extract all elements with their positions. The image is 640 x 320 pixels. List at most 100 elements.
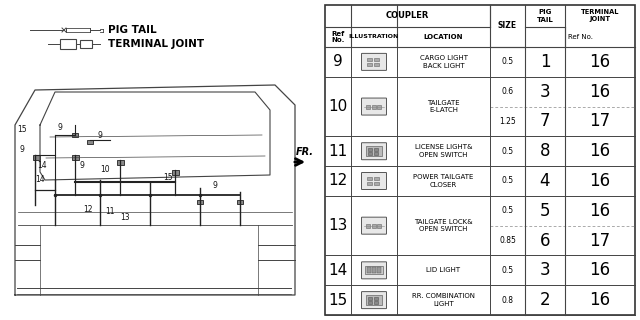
Bar <box>367 63 372 66</box>
Bar <box>377 224 381 228</box>
Bar <box>325 5 635 315</box>
Bar <box>374 182 379 185</box>
Bar <box>368 148 372 151</box>
Text: 1: 1 <box>540 53 550 71</box>
Bar <box>367 178 372 180</box>
Text: TERMINAL JOINT: TERMINAL JOINT <box>108 39 204 49</box>
Text: 1.25: 1.25 <box>499 117 516 126</box>
Text: CARGO LIGHT
BACK LIGHT: CARGO LIGHT BACK LIGHT <box>419 55 467 68</box>
Text: 16: 16 <box>589 142 611 160</box>
Bar <box>366 105 370 108</box>
Bar <box>366 224 370 228</box>
Bar <box>72 133 78 137</box>
Text: 4: 4 <box>540 172 550 190</box>
Text: ILLUSTRATION: ILLUSTRATION <box>349 35 399 39</box>
Text: 16: 16 <box>589 261 611 279</box>
Text: 7: 7 <box>540 112 550 131</box>
Text: 16: 16 <box>589 202 611 220</box>
Text: 15: 15 <box>328 292 348 308</box>
Text: TAILGATE
E-LATCH: TAILGATE E-LATCH <box>427 100 460 113</box>
Text: 14: 14 <box>37 161 47 170</box>
Text: LID LIGHT: LID LIGHT <box>426 267 461 273</box>
Text: LICENSE LIGHT&
OPEN SWITCH: LICENSE LIGHT& OPEN SWITCH <box>415 144 472 158</box>
Bar <box>116 159 124 164</box>
FancyBboxPatch shape <box>362 172 387 189</box>
Bar <box>371 224 376 228</box>
Bar <box>374 297 378 300</box>
Text: 10: 10 <box>328 99 348 114</box>
Bar <box>374 63 379 66</box>
Text: PIG TAIL: PIG TAIL <box>108 25 157 35</box>
Text: 16: 16 <box>589 53 611 71</box>
Text: 9: 9 <box>333 54 343 69</box>
Text: 9: 9 <box>212 180 218 189</box>
Text: 14: 14 <box>35 175 45 185</box>
Text: Ref
No.: Ref No. <box>332 30 345 44</box>
Text: 0.5: 0.5 <box>501 177 513 186</box>
Bar <box>365 266 383 274</box>
Bar <box>197 200 203 204</box>
Bar <box>377 105 381 108</box>
Bar <box>374 58 379 61</box>
Text: TERMINAL
JOINT: TERMINAL JOINT <box>580 10 620 22</box>
Text: 9: 9 <box>79 161 84 170</box>
FancyBboxPatch shape <box>362 53 387 70</box>
Text: 12: 12 <box>328 173 348 188</box>
Text: 15: 15 <box>17 125 27 134</box>
Text: 16: 16 <box>589 291 611 309</box>
Text: 10: 10 <box>100 165 110 174</box>
Text: 11: 11 <box>328 144 348 159</box>
FancyBboxPatch shape <box>362 292 387 308</box>
Bar <box>368 297 372 300</box>
FancyBboxPatch shape <box>362 143 387 160</box>
Text: 0.6: 0.6 <box>501 87 513 96</box>
Text: 2: 2 <box>540 291 550 309</box>
FancyBboxPatch shape <box>362 217 387 234</box>
Bar <box>237 200 243 204</box>
Text: 0.5: 0.5 <box>501 57 513 66</box>
Text: COUPLER: COUPLER <box>386 12 429 20</box>
Text: TAILGATE LOCK&
OPEN SWITCH: TAILGATE LOCK& OPEN SWITCH <box>414 219 473 232</box>
Bar <box>371 105 376 108</box>
Text: PIG
TAIL: PIG TAIL <box>536 10 554 22</box>
Bar <box>60 39 76 49</box>
Text: 9: 9 <box>20 146 24 155</box>
Bar <box>374 300 378 304</box>
Bar <box>377 267 381 273</box>
Text: 16: 16 <box>589 172 611 190</box>
Text: RR. COMBINATION
LIGHT: RR. COMBINATION LIGHT <box>412 293 475 307</box>
Bar <box>368 152 372 155</box>
Text: 12: 12 <box>83 205 93 214</box>
FancyBboxPatch shape <box>362 98 387 115</box>
Text: Ref No.: Ref No. <box>568 34 593 40</box>
Bar <box>367 267 371 273</box>
Bar <box>87 140 93 144</box>
Text: 17: 17 <box>589 112 611 131</box>
Bar <box>374 148 378 151</box>
Text: 5: 5 <box>540 202 550 220</box>
Text: SIZE: SIZE <box>498 21 517 30</box>
Bar <box>367 58 372 61</box>
Text: 0.8: 0.8 <box>502 296 513 305</box>
Text: 16: 16 <box>589 83 611 101</box>
Text: 11: 11 <box>105 207 115 217</box>
Text: 0.5: 0.5 <box>501 147 513 156</box>
Text: 17: 17 <box>589 232 611 250</box>
FancyBboxPatch shape <box>362 262 387 279</box>
Bar <box>374 178 379 180</box>
Text: 8: 8 <box>540 142 550 160</box>
Bar <box>172 170 179 174</box>
Bar <box>366 146 382 156</box>
Text: 14: 14 <box>328 263 348 278</box>
Text: 0.5: 0.5 <box>501 206 513 215</box>
Text: 3: 3 <box>540 261 550 279</box>
Text: 0.85: 0.85 <box>499 236 516 245</box>
Bar <box>366 295 382 305</box>
Text: 3: 3 <box>540 83 550 101</box>
Bar <box>367 182 372 185</box>
Text: 15: 15 <box>163 173 173 182</box>
Text: 9: 9 <box>97 131 102 140</box>
Bar <box>72 155 79 159</box>
Text: FR.: FR. <box>296 147 314 157</box>
Bar <box>368 300 372 304</box>
